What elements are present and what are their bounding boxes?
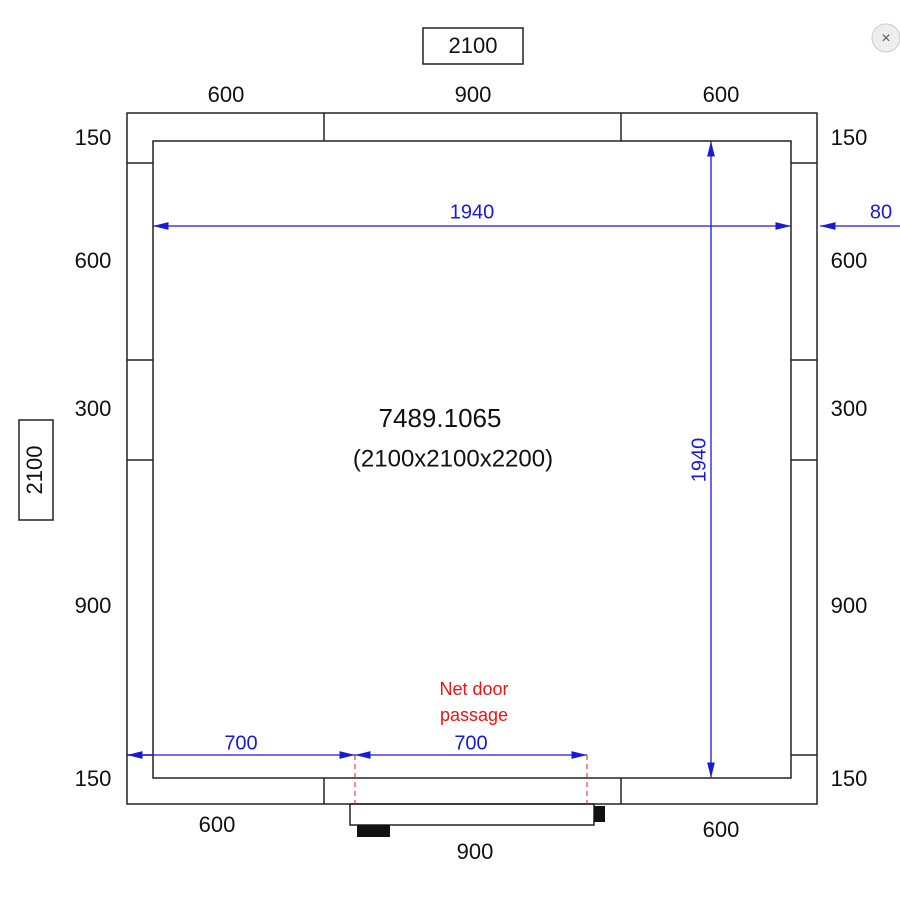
dim-label: 1940 [450,201,495,223]
close-icon[interactable]: × [881,30,890,47]
dim-label: 700 [224,732,257,754]
door [349,803,595,826]
segment-label: 600 [75,248,112,273]
door-handle [357,825,390,837]
segment-label: 300 [75,396,112,421]
close-button[interactable] [871,23,900,53]
segment-label: 150 [831,125,868,150]
segment-label: 150 [831,766,868,791]
dim-label: 1940 [688,438,710,483]
door-hinge [594,806,605,822]
segment-label: 900 [455,82,492,107]
total-box [18,419,54,521]
dim-label: 700 [454,732,487,754]
dim-label: 80 [870,201,892,223]
segment-label: 600 [831,248,868,273]
segment-label: 900 [831,593,868,618]
top-total: 2100 [449,33,498,58]
segment-label: 600 [703,817,740,842]
segment-label: 150 [75,766,112,791]
segment-label: 600 [199,812,236,837]
door-label: Net door [439,679,508,699]
room-code: 7489.1065 [379,403,502,433]
total-box [422,27,524,65]
room-size: (2100x2100x2200) [353,445,553,472]
left-total: 2100 [22,446,47,495]
door-label: passage [440,705,508,725]
segment-label: 600 [703,82,740,107]
segment-label: 900 [457,839,494,864]
segment-label: 150 [75,125,112,150]
segment-label: 900 [75,593,112,618]
segment-label: 600 [208,82,245,107]
segment-label: 300 [831,396,868,421]
